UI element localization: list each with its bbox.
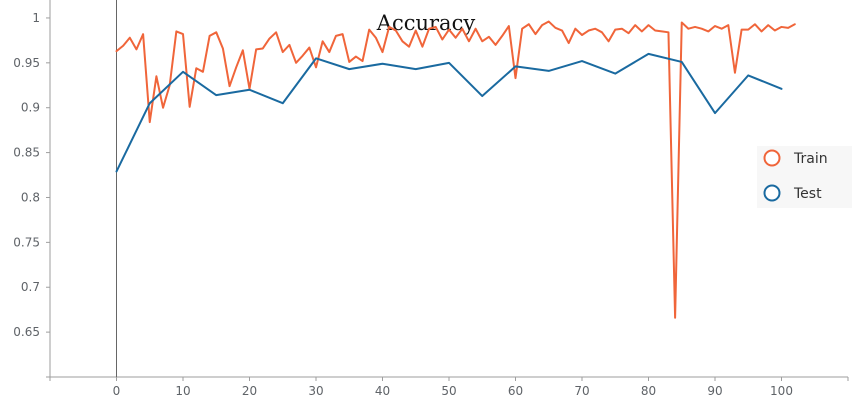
series-line-train: [115, 20, 796, 319]
x-tick-label: 0: [113, 384, 121, 398]
y-tick-label: 0.75: [13, 235, 40, 249]
legend-item-train[interactable]: Train: [763, 149, 828, 168]
legend-label: Test: [793, 186, 822, 202]
x-tick-label: 60: [508, 384, 523, 398]
x-tick-label: 100: [770, 384, 793, 398]
chart-title: Accuracy: [376, 11, 476, 35]
x-tick-label: 10: [175, 384, 190, 398]
x-tick-label: 90: [707, 384, 722, 398]
x-tick-label: 30: [308, 384, 323, 398]
legend-marker-icon: [763, 184, 781, 202]
x-tick-label: 50: [441, 384, 456, 398]
y-tick-label: 1: [32, 11, 40, 25]
x-tick-label: 40: [375, 384, 390, 398]
y-tick-label: 0.8: [21, 190, 40, 204]
series-layer: [115, 20, 796, 319]
y-tick-label: 0.7: [21, 280, 40, 294]
y-tick-label: 0.85: [13, 146, 40, 160]
y-tick-label: 0.95: [13, 56, 40, 70]
y-tick-label: 0.9: [21, 101, 40, 115]
x-tick-label: 20: [242, 384, 257, 398]
legend-marker-icon: [763, 149, 781, 167]
x-tick-label: 70: [574, 384, 589, 398]
legend-label: Train: [793, 151, 828, 167]
legend-item-test[interactable]: Test: [763, 184, 823, 203]
y-tick-label: 0.65: [13, 325, 40, 339]
x-tick-label: 80: [641, 384, 656, 398]
legend[interactable]: Train Test: [757, 146, 852, 208]
series-line-test: [115, 52, 783, 173]
